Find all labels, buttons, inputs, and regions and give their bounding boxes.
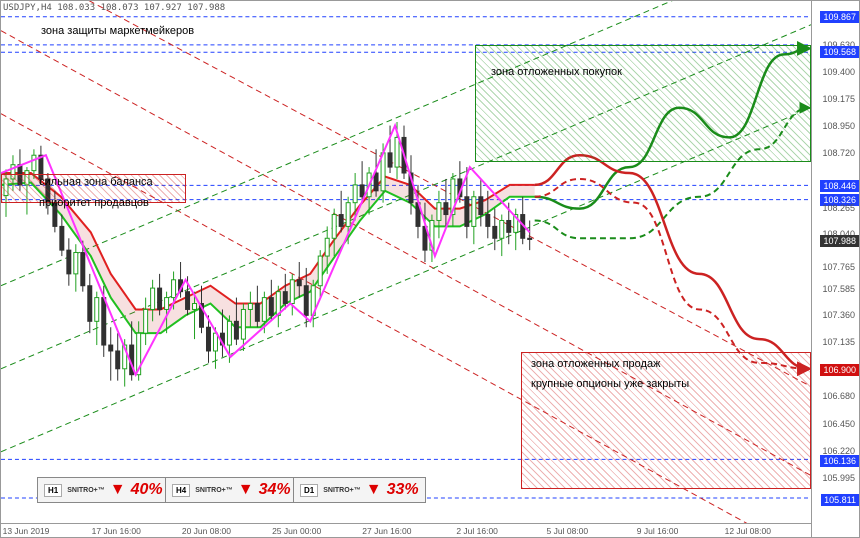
price-label: 108.446 [820, 180, 859, 192]
time-tick: 25 Jun 00:00 [272, 526, 321, 536]
price-axis: 109.867109.630109.568109.400109.175108.9… [811, 1, 859, 537]
snitro-label: SNITRO+™ [67, 487, 105, 494]
price-label: 109.568 [820, 46, 859, 58]
time-tick: 17 Jun 16:00 [92, 526, 141, 536]
price-tick: 105.995 [822, 473, 855, 483]
time-tick: 12 Jul 08:00 [725, 526, 771, 536]
price-tick: 107.585 [822, 284, 855, 294]
time-axis: 13 Jun 2019 17 Jun 16:00 20 Jun 08:00 25 Ju… [1, 523, 811, 537]
annotation-buy-zone: зона отложенных покупок [491, 66, 622, 78]
time-tick: 27 Jun 16:00 [362, 526, 411, 536]
price-label: 107.988 [820, 235, 859, 247]
snitro-label: SNITRO+™ [195, 487, 233, 494]
time-tick: 2 Jul 16:00 [456, 526, 498, 536]
buy-zone [475, 45, 811, 162]
down-arrow-icon: ▼ [238, 482, 254, 498]
time-tick: 5 Jul 08:00 [547, 526, 589, 536]
price-label: 109.867 [820, 11, 859, 23]
forex-chart: USDJPY,H4 108.033 108.073 107.927 107.98… [0, 0, 860, 538]
price-tick: 107.360 [822, 310, 855, 320]
ohlc-readout: USDJPY,H4 108.033 108.073 107.927 107.98… [3, 3, 225, 13]
snitro-percent: 40% [131, 481, 163, 499]
annotation-balance-2: приоритет продавцов [39, 197, 149, 209]
price-label: 105.811 [821, 494, 859, 506]
snitro-percent: 33% [387, 481, 419, 499]
snitro-percent: 34% [259, 481, 291, 499]
snitro-indicator: H1 SNITRO+™ ▼ 40% [37, 477, 170, 503]
time-tick: 13 Jun 2019 [3, 526, 50, 536]
price-tick: 108.950 [822, 121, 855, 131]
annotation-sell-zone-1: зона отложенных продаж [531, 358, 660, 370]
time-tick: 20 Jun 08:00 [182, 526, 231, 536]
snitro-timeframe: H1 [44, 484, 62, 497]
price-label: 106.136 [820, 455, 859, 467]
plot-area[interactable]: USDJPY,H4 108.033 108.073 107.927 107.98… [1, 1, 811, 523]
down-arrow-icon: ▼ [110, 482, 126, 498]
down-arrow-icon: ▼ [366, 482, 382, 498]
time-tick: 9 Jul 16:00 [637, 526, 679, 536]
snitro-timeframe: H4 [172, 484, 190, 497]
price-label: 106.900 [820, 364, 859, 376]
snitro-indicator: H4 SNITRO+™ ▼ 34% [165, 477, 298, 503]
price-tick: 106.680 [822, 391, 855, 401]
price-tick: 109.400 [822, 67, 855, 77]
annotation-mm-protection: зона защиты маркетмейкеров [41, 25, 194, 37]
price-tick: 108.265 [822, 203, 855, 213]
annotation-balance-1: сильная зона баланса [39, 176, 153, 188]
snitro-timeframe: D1 [300, 484, 318, 497]
snitro-indicator: D1 SNITRO+™ ▼ 33% [293, 477, 426, 503]
price-tick: 106.450 [822, 419, 855, 429]
price-tick: 109.175 [822, 94, 855, 104]
price-tick: 107.135 [822, 337, 855, 347]
annotation-sell-zone-2: крупные опционы уже закрыты [531, 378, 689, 390]
snitro-label: SNITRO+™ [323, 487, 361, 494]
price-tick: 107.765 [822, 262, 855, 272]
price-tick: 108.720 [822, 148, 855, 158]
sell-zone [521, 352, 811, 489]
